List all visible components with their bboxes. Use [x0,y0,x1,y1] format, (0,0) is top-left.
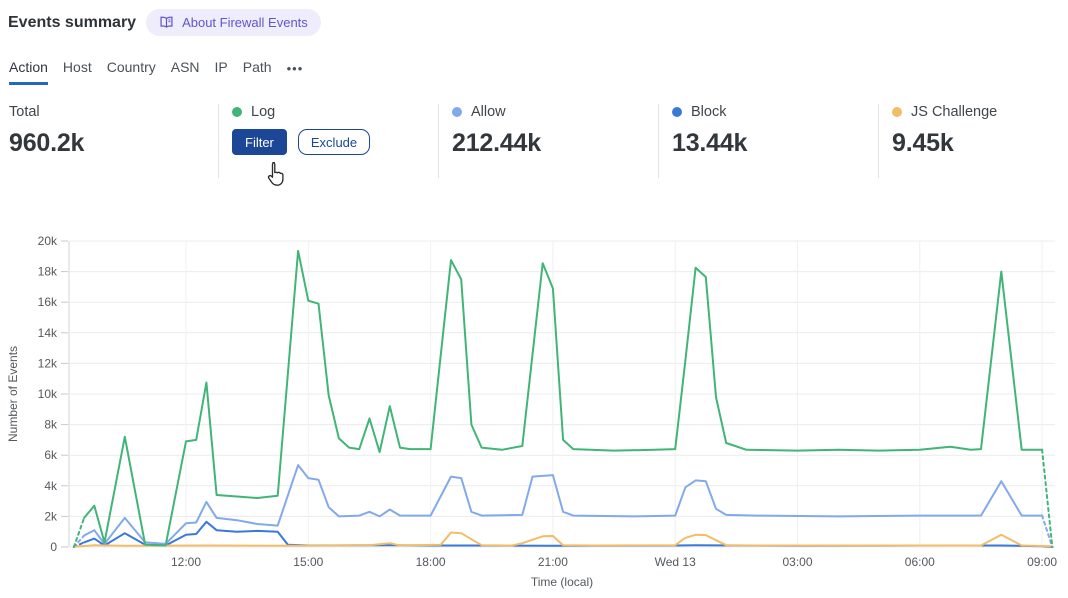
tab-host[interactable]: Host [62,59,92,75]
series-block-dashed-start [72,541,86,548]
y-tick-label: 10k [38,387,58,401]
x-tick-label: 06:00 [905,555,935,569]
block-color-dot [672,107,682,117]
series-allow-dashed-end [1041,514,1054,548]
tab-asn[interactable]: ASN [170,59,200,75]
series-allow-line [83,464,1044,545]
x-tick-label: 18:00 [416,555,446,569]
tab-action[interactable]: Action [9,59,48,85]
y-tick-label: 6k [44,448,58,462]
y-tick-label: 12k [38,356,58,370]
stat-block[interactable]: Block 13.44k [672,104,747,158]
series-log-line [83,249,1044,547]
stat-total-value: 960.2k [9,129,85,157]
y-tick-label: 16k [38,295,58,309]
stat-log[interactable]: Log Filter Exclude [232,104,371,155]
stat-js-challenge-value: 9.45k [892,129,954,157]
stat-log-label: Log [251,104,276,120]
about-firewall-events-badge[interactable]: About Firewall Events [146,9,321,36]
stat-block-label: Block [691,104,727,120]
stat-js-challenge-label: JS Challenge [911,104,998,120]
tab-country[interactable]: Country [106,59,156,75]
js-challenge-color-dot [892,107,902,117]
stat-total-label: Total [9,104,40,120]
exclude-button[interactable]: Exclude [297,129,371,155]
stat-allow-label: Allow [471,104,506,120]
about-badge-label: About Firewall Events [182,15,308,30]
series-log-dashed-start [72,516,86,548]
filter-button[interactable]: Filter [232,129,287,155]
x-tick-label: 15:00 [293,555,323,569]
x-tick-label: Wed 13 [655,555,696,569]
stat-block-value: 13.44k [672,129,748,157]
series-block-line [83,520,1054,548]
y-tick-label: 2k [44,509,58,523]
x-tick-label: 03:00 [782,555,812,569]
tab-path[interactable]: Path [242,59,272,75]
y-tick-label: 0 [50,540,57,554]
allow-color-dot [452,107,462,117]
y-tick-label: 8k [44,418,58,432]
divider [658,104,659,178]
y-tick-label: 18k [38,265,58,279]
log-color-dot [232,107,242,117]
mouse-cursor-pointer-icon [267,161,284,186]
x-tick-label: 21:00 [538,555,568,569]
x-axis-title: Time (local) [531,575,593,589]
stat-allow-value: 212.44k [452,129,541,157]
series-allow-dashed-start [72,534,86,548]
dimension-tabs: Action Host Country ASN IP Path ••• [9,59,303,85]
divider [878,104,879,178]
series-js-challenge-line [72,531,1054,548]
x-tick-label: 09:00 [1027,555,1057,569]
tabs-more-button[interactable]: ••• [286,61,304,76]
stat-allow[interactable]: Allow 212.44k [452,104,541,158]
y-tick-label: 14k [38,326,58,340]
series-log-dashed-end [1041,448,1054,548]
chart-plot-area[interactable] [69,241,1055,547]
stat-js-challenge[interactable]: JS Challenge 9.45k [892,104,997,158]
x-tick-label: 12:00 [171,555,201,569]
y-axis-title: Number of Events [6,346,20,442]
stat-total: Total 960.2k [9,104,84,158]
divider [438,104,439,178]
page-title: Events summary [8,13,137,31]
divider [218,104,219,178]
tab-ip[interactable]: IP [214,59,228,75]
y-tick-label: 4k [44,479,58,493]
y-tick-label: 20k [38,234,58,248]
header: Events summary About Firewall Events [8,9,321,36]
book-icon [160,16,173,28]
